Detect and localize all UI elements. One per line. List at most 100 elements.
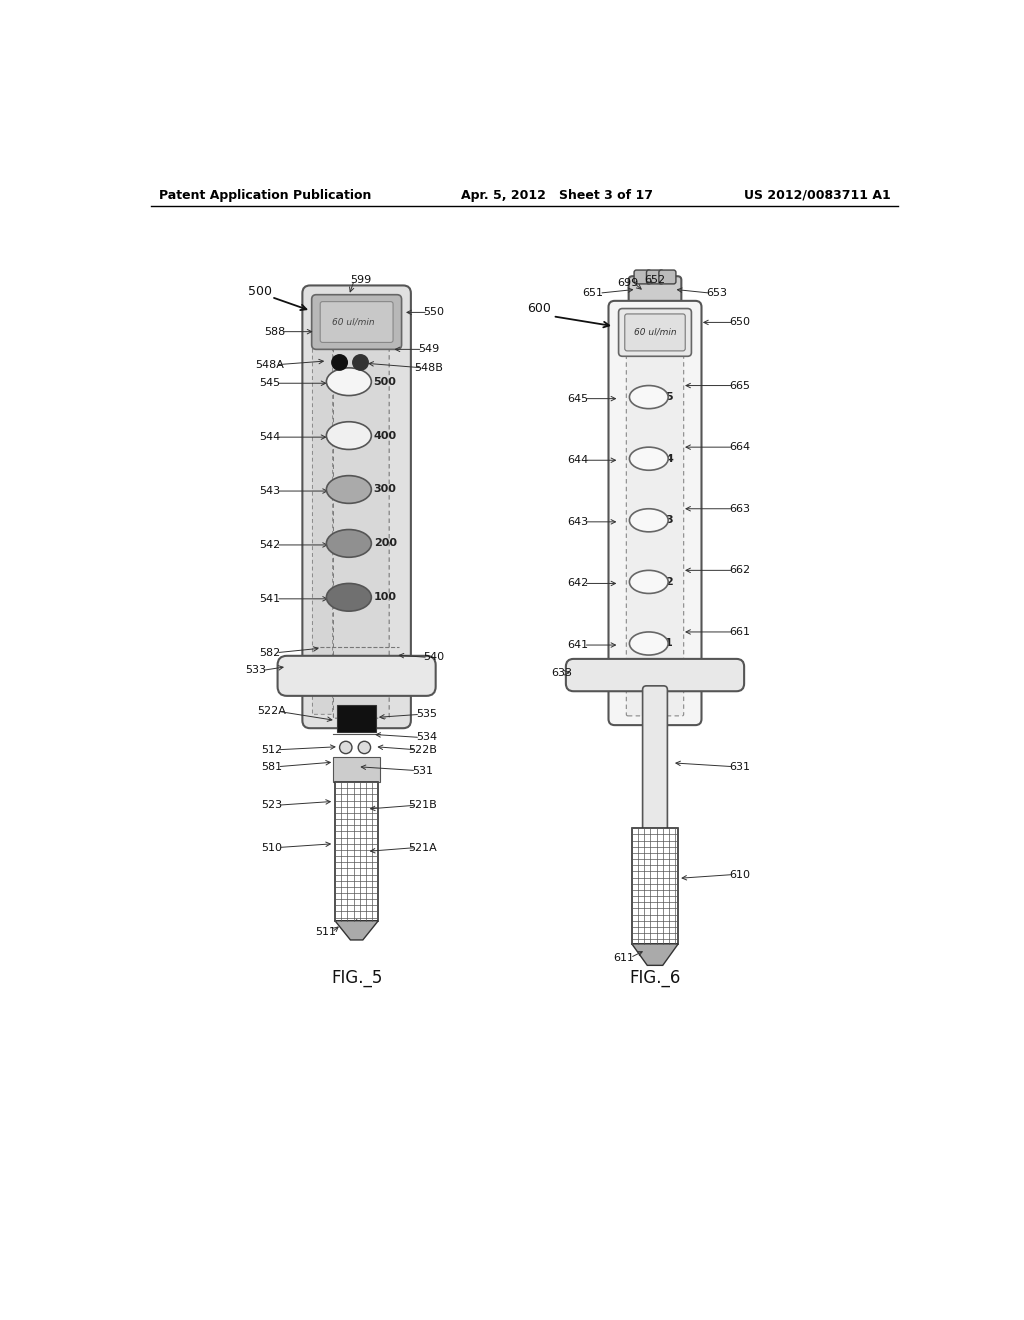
Text: 633: 633 [552,668,572,677]
Text: 581: 581 [261,762,282,772]
Text: 534: 534 [416,733,437,742]
Ellipse shape [327,529,372,557]
Text: 510: 510 [261,842,282,853]
Text: 544: 544 [259,432,281,442]
Text: Apr. 5, 2012   Sheet 3 of 17: Apr. 5, 2012 Sheet 3 of 17 [461,189,653,202]
Text: 500: 500 [248,285,271,298]
FancyBboxPatch shape [618,309,691,356]
Text: 522A: 522A [257,706,286,717]
Text: 611: 611 [613,953,635,962]
Ellipse shape [327,475,372,503]
Text: 650: 650 [730,317,751,327]
Text: 511: 511 [315,927,336,937]
Text: 645: 645 [567,393,588,404]
Text: 60 ul/min: 60 ul/min [634,327,676,337]
Ellipse shape [630,385,669,409]
Text: 533: 533 [246,665,266,676]
Text: 300: 300 [374,484,396,495]
Ellipse shape [630,508,669,532]
Text: 643: 643 [567,517,588,527]
Text: 200: 200 [374,539,396,548]
Text: 4: 4 [665,454,673,463]
Text: 610: 610 [730,870,751,879]
FancyBboxPatch shape [658,271,676,284]
Text: 664: 664 [730,442,751,453]
Text: 545: 545 [259,379,281,388]
FancyBboxPatch shape [321,302,393,342]
Text: 531: 531 [412,766,433,776]
Text: FIG._5: FIG._5 [331,969,382,987]
FancyBboxPatch shape [643,686,668,832]
Text: 644: 644 [567,455,588,465]
Text: 548A: 548A [255,360,285,370]
FancyBboxPatch shape [608,301,701,725]
Text: 548B: 548B [415,363,443,372]
Circle shape [352,355,369,370]
Text: 588: 588 [264,326,286,337]
FancyBboxPatch shape [625,314,685,351]
Text: 512: 512 [261,744,282,755]
Text: 521A: 521A [409,842,437,853]
Text: 540: 540 [424,652,444,663]
Text: 651: 651 [583,288,603,298]
Text: 523: 523 [261,800,282,810]
Text: 543: 543 [259,486,281,496]
Ellipse shape [327,583,372,611]
FancyBboxPatch shape [334,300,389,718]
Polygon shape [632,944,678,965]
Ellipse shape [327,422,372,450]
FancyBboxPatch shape [311,294,401,350]
Ellipse shape [630,570,669,594]
Circle shape [332,355,347,370]
Text: 60 ul/min: 60 ul/min [332,317,375,326]
Text: 582: 582 [259,648,281,657]
Text: 542: 542 [259,540,281,550]
Bar [335,781,378,921]
Text: 699: 699 [617,279,639,288]
Text: 600: 600 [526,302,551,315]
Polygon shape [335,921,378,940]
Ellipse shape [630,632,669,655]
FancyBboxPatch shape [634,271,651,284]
Text: 1: 1 [665,639,673,648]
Text: 549: 549 [418,345,439,354]
Bar [334,758,380,781]
Text: 500: 500 [374,376,396,387]
Text: 2: 2 [665,577,673,587]
Text: Patent Application Publication: Patent Application Publication [159,189,372,202]
Circle shape [340,742,352,754]
Text: 521B: 521B [409,800,437,810]
Text: 400: 400 [374,430,397,441]
Text: 653: 653 [707,288,727,298]
Ellipse shape [630,447,669,470]
Text: 662: 662 [730,565,751,576]
Text: US 2012/0083711 A1: US 2012/0083711 A1 [743,189,891,202]
Bar [632,829,678,944]
Text: 642: 642 [567,578,588,589]
FancyBboxPatch shape [278,656,435,696]
Text: 550: 550 [424,308,444,317]
Text: 599: 599 [350,275,371,285]
Text: 541: 541 [259,594,281,603]
Text: 663: 663 [730,504,751,513]
Ellipse shape [327,368,372,396]
FancyBboxPatch shape [566,659,744,692]
Text: 535: 535 [416,709,437,719]
Text: 5: 5 [666,392,673,403]
Text: 641: 641 [567,640,588,649]
FancyBboxPatch shape [302,285,411,729]
Text: 3: 3 [666,515,673,525]
Circle shape [358,742,371,754]
Text: 661: 661 [730,627,751,638]
FancyBboxPatch shape [646,271,664,284]
Bar [337,705,376,733]
FancyBboxPatch shape [627,312,684,715]
Text: 652: 652 [644,275,666,285]
Text: 631: 631 [730,762,751,772]
Text: 100: 100 [374,593,396,602]
FancyBboxPatch shape [629,276,681,312]
FancyBboxPatch shape [312,302,333,714]
Text: 522B: 522B [408,744,437,755]
Text: 665: 665 [730,380,751,391]
Text: FIG._6: FIG._6 [630,969,681,987]
